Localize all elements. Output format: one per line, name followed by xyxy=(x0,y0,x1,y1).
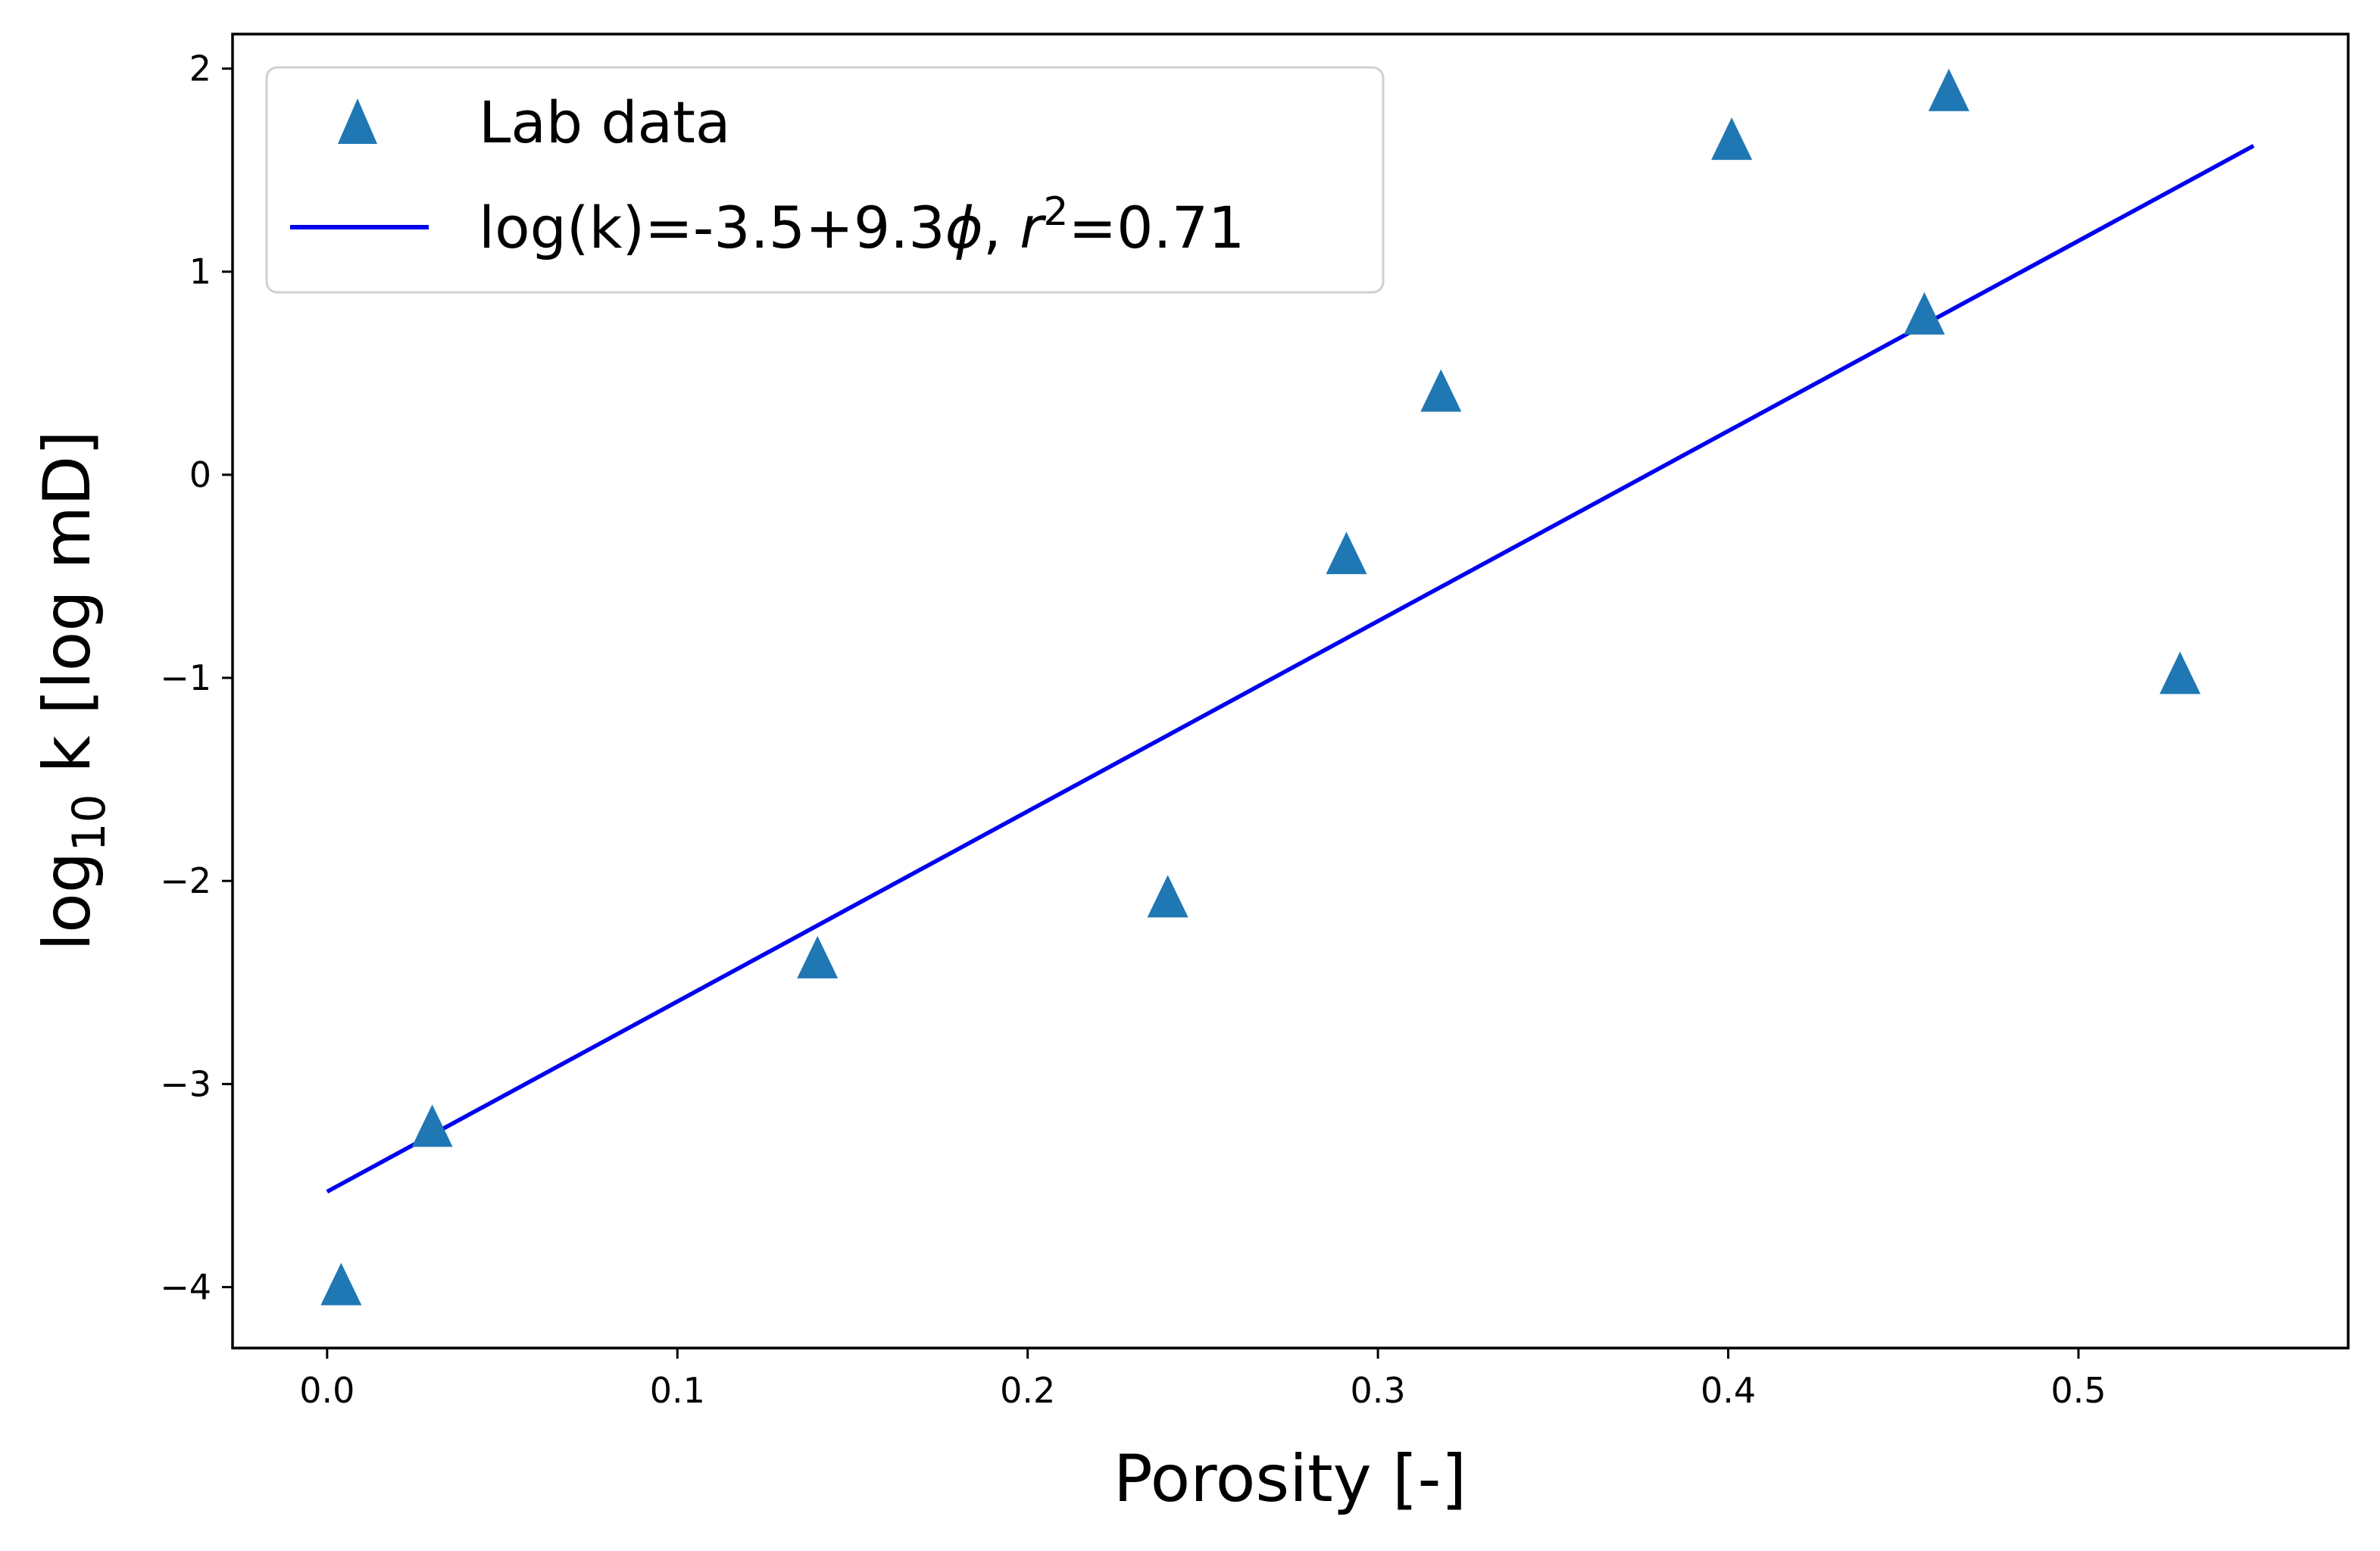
x-tick-label: 0.5 xyxy=(2050,1370,2106,1411)
x-axis-ticks: 0.0 0.1 0.2 0.3 0.4 0.5 xyxy=(299,1348,2107,1411)
legend: Lab data log(k)=-3.5+9.3ϕ, r2=0.71 xyxy=(265,66,1385,294)
legend-lab-data-marker xyxy=(338,98,377,144)
lab-data-point xyxy=(2160,651,2201,694)
y-tick-label: −1 xyxy=(160,657,211,698)
lab-data-point xyxy=(1904,292,1945,335)
lab-data-point xyxy=(320,1262,362,1306)
legend-lab-data-label: Lab data xyxy=(479,89,731,156)
y-tick-label: −4 xyxy=(160,1267,211,1308)
x-tick-label: 0.3 xyxy=(1351,1370,1406,1411)
legend-frame xyxy=(265,66,1385,294)
legend-fit-label-separator: , xyxy=(983,194,1020,261)
y-tick-label: 0 xyxy=(189,454,211,495)
y-axis-ticks: −4 −3 −2 −1 0 1 2 xyxy=(160,48,233,1308)
plot-marks xyxy=(320,68,2255,1306)
legend-fit-label: log(k)=-3.5+9.3ϕ, r2=0.71 xyxy=(479,189,1245,261)
y-axis-label-subscript: 10 xyxy=(63,794,116,851)
lab-data-point xyxy=(1420,369,1462,412)
x-tick-label: 0.4 xyxy=(1701,1370,1756,1411)
legend-fit-label-phi: ϕ xyxy=(945,194,983,261)
x-tick-label: 0.2 xyxy=(1000,1370,1055,1411)
y-tick-label: −3 xyxy=(160,1063,211,1104)
y-axis-label: log10 k [log mD] xyxy=(30,430,116,950)
lab-data-point xyxy=(411,1104,453,1147)
y-axis-label-unit: k [log mD] xyxy=(30,430,105,794)
y-tick-label: 2 xyxy=(189,48,211,89)
lab-data-point xyxy=(1326,532,1367,575)
x-axis-label: Porosity [-] xyxy=(1113,1441,1466,1517)
lab-data-point xyxy=(1147,875,1188,918)
y-tick-label: 1 xyxy=(189,251,211,292)
y-tick-label: −2 xyxy=(160,860,211,901)
legend-fit-label-equation: log(k)=-3.5+9.3 xyxy=(479,194,945,261)
x-tick-label: 0.1 xyxy=(650,1370,705,1411)
lab-data-point xyxy=(797,935,839,978)
legend-fit-label-superscript: 2 xyxy=(1043,189,1068,235)
legend-fit-label-r: r xyxy=(1020,194,1047,261)
y-axis-label-log: log xyxy=(30,852,105,951)
x-tick-label: 0.0 xyxy=(299,1370,355,1411)
lab-data-point xyxy=(1928,68,1969,111)
legend-fit-label-r2-value: =0.71 xyxy=(1069,194,1245,261)
plot-area-frame xyxy=(231,33,2350,1350)
lab-data-point xyxy=(1711,117,1753,161)
